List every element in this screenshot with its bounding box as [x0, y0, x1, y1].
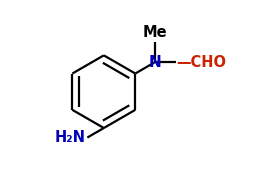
Text: Me: Me	[143, 25, 167, 40]
Text: H₂N: H₂N	[55, 130, 86, 145]
Text: —CHO: —CHO	[176, 55, 226, 70]
Text: N: N	[148, 55, 161, 70]
